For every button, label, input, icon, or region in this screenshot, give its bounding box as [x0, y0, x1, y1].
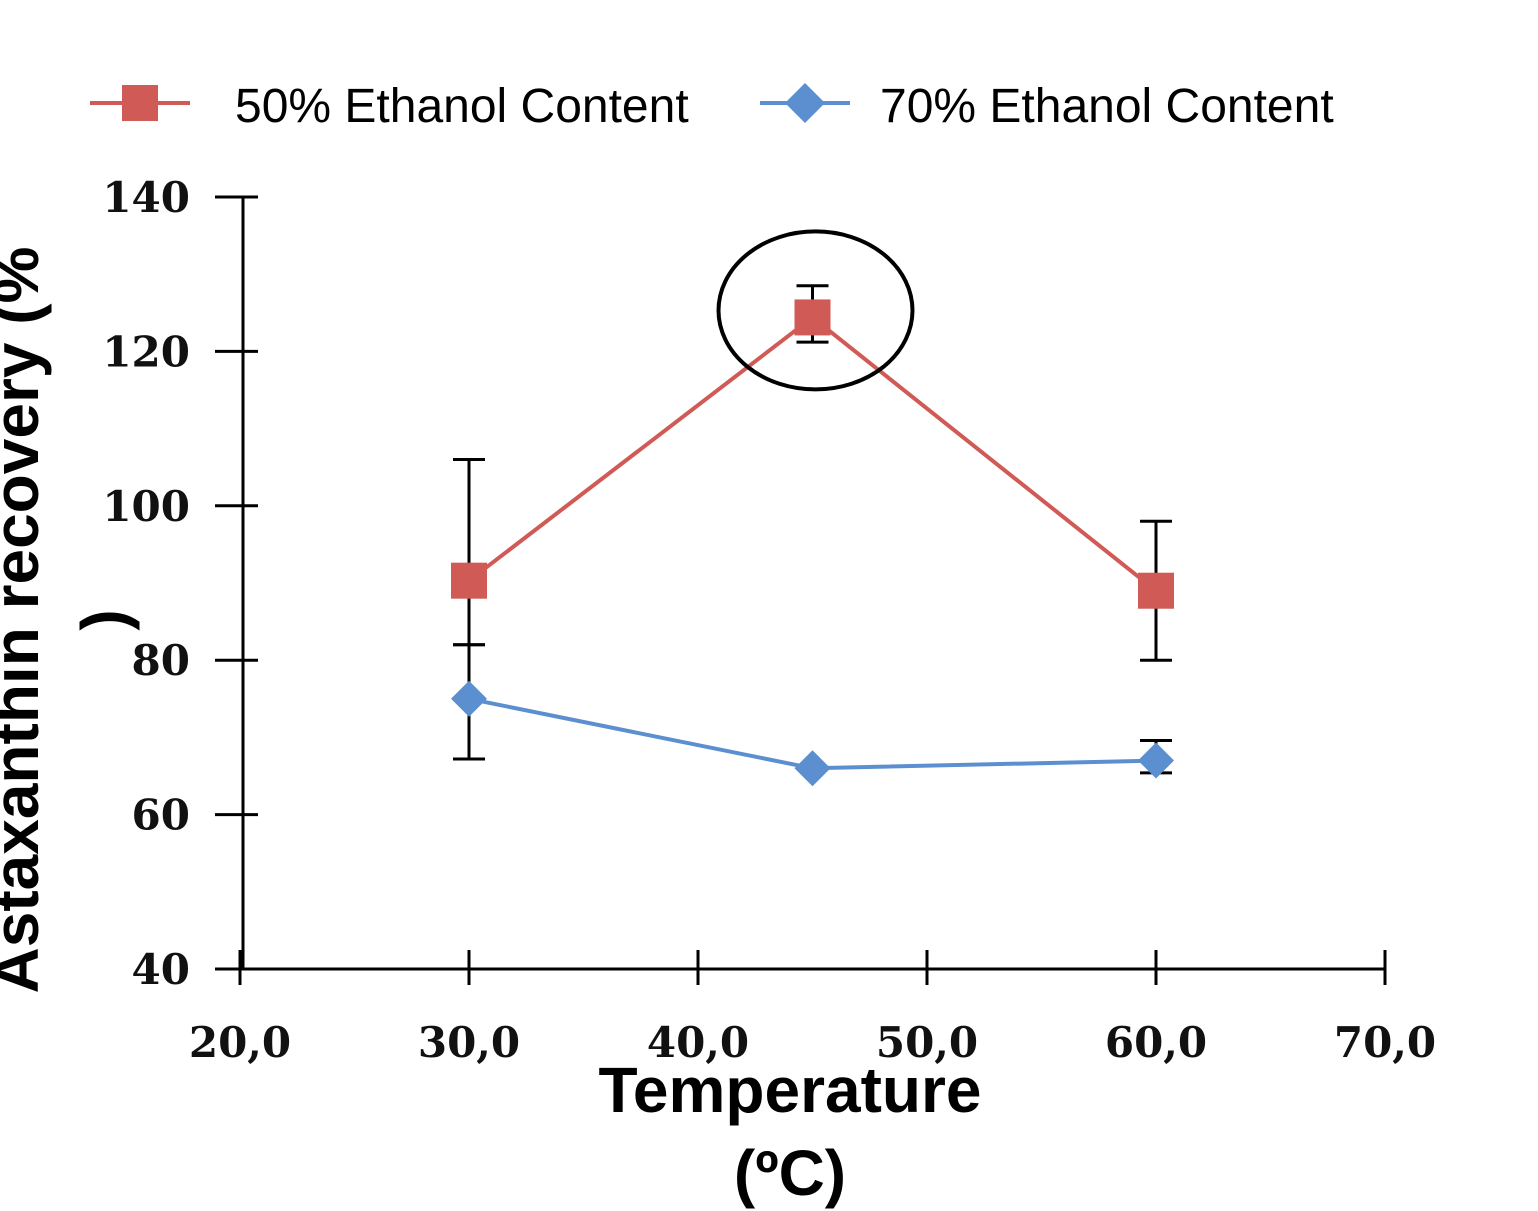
series-line — [467, 314, 1158, 593]
y-axis-title-line2: ) — [68, 609, 140, 630]
y-tick-label: 40 — [132, 945, 190, 994]
x-tick-label: 40,0 — [647, 1018, 749, 1067]
y-ticks: 40 60 80 100 120 140 — [102, 173, 258, 994]
y-axis-title-line1: Astaxanthin recovery (% — [0, 247, 52, 994]
y-tick-label: 60 — [132, 791, 190, 840]
highlight-ellipse — [716, 229, 915, 392]
legend-label-70: 70% Ethanol Content — [880, 80, 1334, 133]
data-point — [1138, 572, 1174, 609]
y-axis-title: Astaxanthin recovery (% ) — [0, 247, 140, 994]
x-axis-title: Temperature (ºC) — [599, 1054, 982, 1209]
data-point — [451, 562, 487, 599]
plot-area — [451, 284, 1174, 787]
data-point — [451, 680, 487, 717]
legend: 50% Ethanol Content 70% Ethanol Content — [90, 80, 1334, 133]
data-point — [794, 299, 831, 336]
y-tick-label: 100 — [102, 482, 190, 531]
x-tick-label: 50,0 — [876, 1018, 978, 1067]
data-point — [794, 750, 831, 787]
x-axis-title-line1: Temperature — [599, 1054, 982, 1126]
data-point — [1138, 742, 1174, 779]
x-tick-label: 60,0 — [1105, 1018, 1207, 1067]
y-tick-label: 140 — [102, 173, 190, 222]
legend-marker-70 — [785, 83, 825, 123]
x-tick-label: 30,0 — [418, 1018, 520, 1067]
legend-marker-50 — [122, 85, 158, 121]
y-tick-label: 120 — [102, 327, 190, 376]
x-tick-label: 20,0 — [189, 1018, 291, 1067]
y-tick-label: 80 — [132, 636, 190, 685]
axes — [240, 197, 1385, 971]
x-tick-label: 70,0 — [1334, 1018, 1436, 1067]
legend-label-50: 50% Ethanol Content — [235, 80, 689, 133]
x-axis-title-line2: (ºC) — [734, 1137, 846, 1209]
x-ticks: 20,0 30,0 40,0 50,0 60,0 70,0 — [189, 950, 1436, 1067]
